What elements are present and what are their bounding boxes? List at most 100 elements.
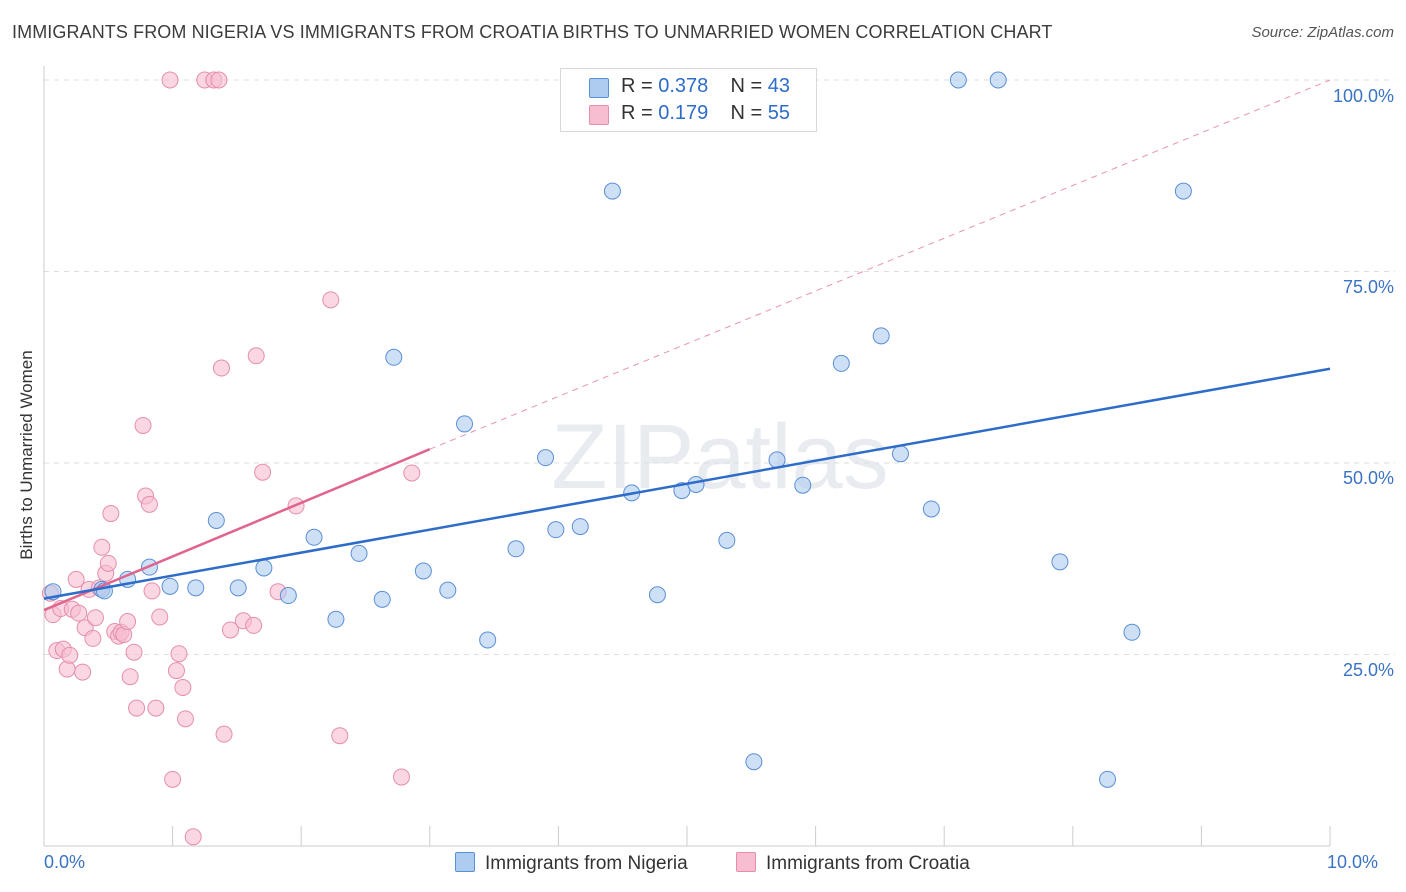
- croatia-legend-label: Immigrants from Croatia: [766, 853, 970, 874]
- nigeria-point-7: [229, 579, 247, 597]
- croatia-trend-extension: [429, 79, 1331, 450]
- croatia-point-25: [121, 668, 139, 686]
- grid-lines: [44, 79, 1395, 655]
- croatia-point-49: [254, 463, 272, 481]
- nigeria-n-value: 43: [767, 75, 791, 97]
- croatia-swatch: [589, 105, 609, 125]
- croatia-point-54: [393, 768, 411, 786]
- nigeria-point-18: [479, 631, 497, 649]
- source-credit: Source: ZipAtlas.com: [1251, 24, 1394, 41]
- croatia-point-53: [331, 727, 349, 745]
- nigeria-point-9: [279, 587, 297, 605]
- nigeria-point-37: [989, 71, 1007, 89]
- croatia-point-9: [70, 604, 88, 622]
- croatia-point-27: [128, 699, 146, 717]
- stats-legend: R = 0.378 N = 43 R = 0.179 N = 55: [560, 68, 817, 132]
- croatia-trend-line: [43, 448, 431, 612]
- nigeria-point-29: [745, 753, 763, 771]
- nigeria-point-19: [507, 540, 525, 558]
- croatia-point-18: [99, 554, 117, 572]
- legend-item-croatia: Immigrants from Croatia: [736, 852, 970, 875]
- x-tick-label-max: 10.0%: [1327, 852, 1379, 872]
- nigeria-r-value: 0.378: [658, 75, 709, 97]
- nigeria-legend-swatch: [455, 852, 475, 872]
- croatia-point-34: [161, 71, 179, 89]
- y-tick-label-100: 100.0%: [1332, 86, 1394, 106]
- nigeria-point-36: [949, 71, 967, 89]
- croatia-point-32: [147, 699, 165, 717]
- croatia-point-31: [143, 582, 161, 600]
- croatia-points: [41, 71, 421, 846]
- nigeria-point-14: [385, 348, 403, 366]
- croatia-point-47: [245, 616, 263, 634]
- croatia-point-56: [184, 828, 202, 846]
- nigeria-point-25: [648, 586, 666, 604]
- croatia-r-label: R =: [621, 102, 653, 124]
- nigeria-point-16: [439, 581, 457, 599]
- croatia-point-28: [134, 416, 152, 434]
- nigeria-r-label: R =: [621, 75, 653, 97]
- croatia-n-label: N =: [730, 102, 763, 124]
- croatia-r-value: 0.179: [658, 102, 709, 124]
- nigeria-point-10: [305, 528, 323, 546]
- nigeria-point-12: [350, 544, 368, 562]
- chart-title: IMMIGRANTS FROM NIGERIA VS IMMIGRANTS FR…: [12, 22, 1053, 42]
- croatia-point-55: [403, 464, 421, 482]
- nigeria-point-4: [161, 577, 179, 595]
- croatia-point-5: [58, 660, 76, 678]
- croatia-point-24: [119, 613, 137, 631]
- nigeria-legend-label: Immigrants from Nigeria: [485, 853, 688, 874]
- legend-item-nigeria: Immigrants from Nigeria: [455, 852, 688, 875]
- croatia-point-33: [151, 608, 169, 626]
- croatia-point-44: [215, 725, 233, 743]
- nigeria-point-13: [373, 590, 391, 608]
- nigeria-n-label: N =: [730, 75, 763, 97]
- nigeria-point-15: [414, 562, 432, 580]
- nigeria-point-34: [891, 445, 909, 463]
- nigeria-point-38: [1051, 553, 1069, 571]
- croatia-point-19: [102, 505, 120, 523]
- nigeria-point-5: [187, 579, 205, 597]
- croatia-point-10: [74, 663, 92, 681]
- croatia-point-6: [61, 646, 79, 664]
- nigeria-point-6: [207, 511, 225, 529]
- croatia-point-16: [93, 538, 111, 556]
- croatia-point-39: [176, 710, 194, 728]
- nigeria-point-23: [603, 182, 621, 200]
- croatia-point-42: [210, 71, 228, 89]
- nigeria-point-22: [571, 518, 589, 536]
- nigeria-point-20: [537, 449, 555, 467]
- y-axis-label: Births to Unmarried Women: [17, 350, 36, 560]
- nigeria-points: [44, 71, 1192, 788]
- nigeria-point-17: [456, 415, 474, 433]
- nigeria-point-32: [832, 354, 850, 372]
- nigeria-trend-line: [43, 367, 1331, 600]
- croatia-point-36: [167, 662, 185, 680]
- y-tick-label-50: 50.0%: [1342, 468, 1394, 488]
- croatia-point-52: [322, 291, 340, 309]
- nigeria-point-8: [255, 559, 273, 577]
- croatia-point-37: [170, 645, 188, 663]
- croatia-point-45: [221, 621, 239, 639]
- nigeria-point-33: [872, 327, 890, 345]
- trend-lines: [43, 79, 1331, 612]
- croatia-point-38: [174, 678, 192, 696]
- y-tick-label-25: 25.0%: [1342, 660, 1394, 680]
- croatia-point-26: [125, 643, 143, 661]
- nigeria-point-27: [687, 475, 705, 493]
- croatia-point-8: [67, 570, 85, 588]
- nigeria-point-21: [547, 521, 565, 539]
- croatia-point-43: [212, 359, 230, 377]
- nigeria-point-35: [922, 500, 940, 518]
- axes: [43, 66, 1331, 847]
- nigeria-point-31: [794, 476, 812, 494]
- nigeria-point-28: [718, 531, 736, 549]
- croatia-n-value: 55: [767, 102, 791, 124]
- croatia-legend-swatch: [736, 852, 756, 872]
- nigeria-point-41: [1174, 182, 1192, 200]
- y-tick-label-75: 75.0%: [1342, 277, 1394, 297]
- croatia-point-13: [84, 629, 102, 647]
- nigeria-swatch: [589, 78, 609, 98]
- croatia-point-30: [140, 495, 158, 513]
